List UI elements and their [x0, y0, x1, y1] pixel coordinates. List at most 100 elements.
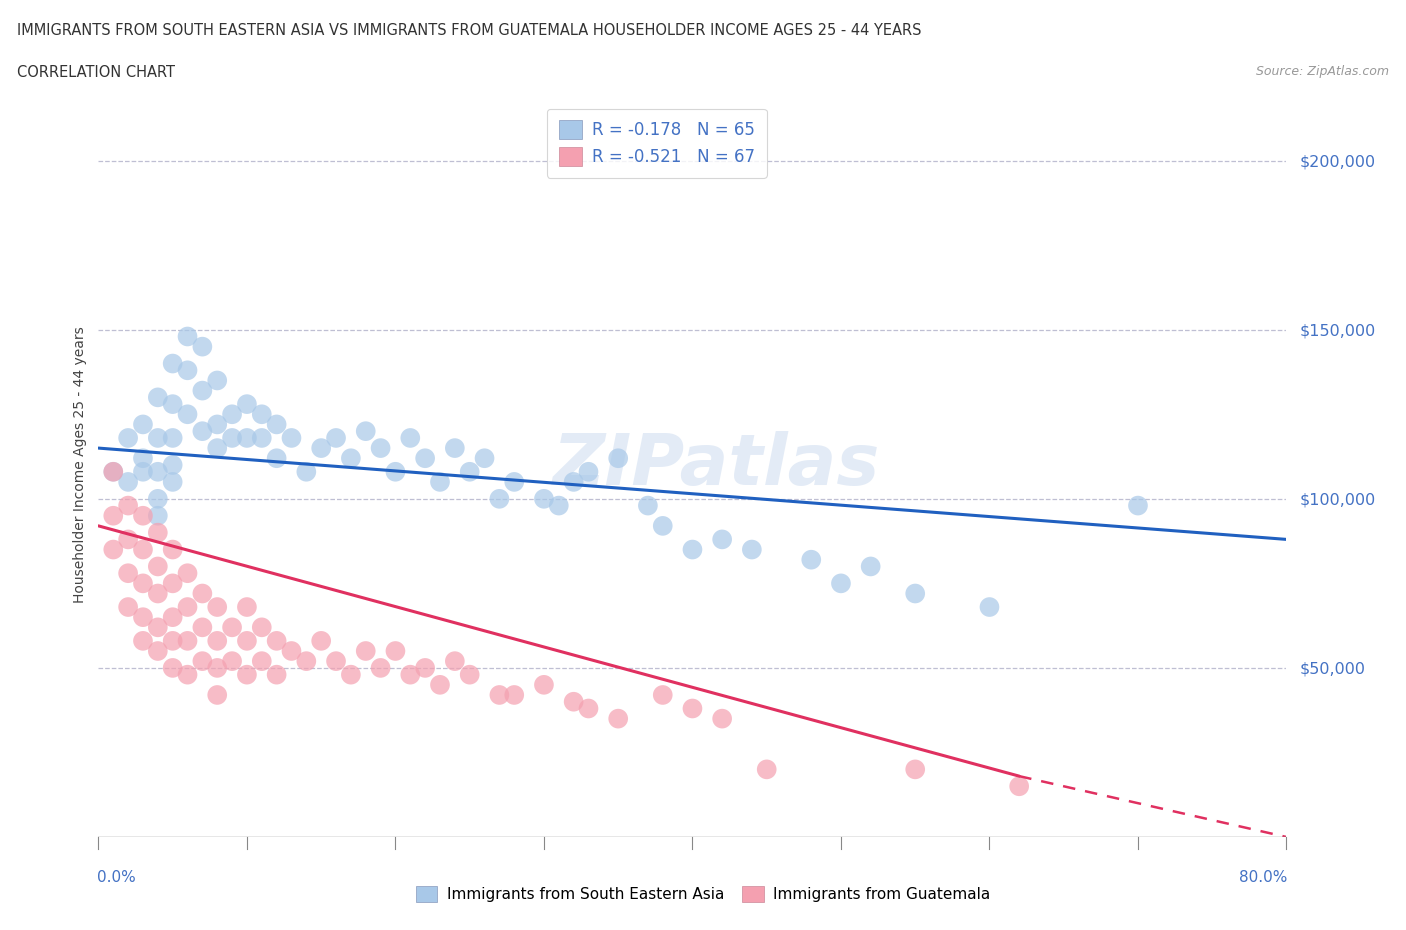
Point: [266, 451, 288, 466]
Point: [176, 329, 198, 344]
Point: [176, 633, 198, 648]
Point: [384, 464, 406, 479]
Point: [651, 518, 673, 533]
Point: [637, 498, 659, 513]
Point: [146, 431, 169, 445]
Point: [309, 633, 332, 648]
Point: [117, 565, 139, 580]
Point: [132, 633, 155, 648]
Text: 0.0%: 0.0%: [97, 870, 136, 885]
Point: [488, 687, 510, 702]
Point: [429, 677, 451, 692]
Point: [607, 451, 630, 466]
Point: [207, 373, 229, 388]
Point: [207, 633, 229, 648]
Point: [176, 406, 198, 421]
Point: [132, 464, 155, 479]
Point: [399, 667, 422, 682]
Point: [132, 509, 155, 524]
Point: [578, 464, 600, 479]
Point: [146, 586, 169, 601]
Point: [162, 474, 184, 489]
Point: [103, 464, 125, 479]
Point: [503, 474, 526, 489]
Point: [1126, 498, 1149, 513]
Point: [266, 417, 288, 432]
Point: [682, 542, 704, 557]
Point: [221, 620, 243, 635]
Point: [162, 576, 184, 591]
Point: [236, 667, 259, 682]
Point: [221, 406, 243, 421]
Point: [236, 633, 259, 648]
Point: [979, 600, 1001, 615]
Point: [162, 633, 184, 648]
Point: [413, 451, 436, 466]
Point: [132, 417, 155, 432]
Point: [191, 339, 214, 354]
Point: [266, 667, 288, 682]
Point: [503, 687, 526, 702]
Point: [309, 441, 332, 456]
Point: [146, 559, 169, 574]
Point: [162, 397, 184, 412]
Point: [176, 600, 198, 615]
Text: Source: ZipAtlas.com: Source: ZipAtlas.com: [1256, 65, 1389, 78]
Text: ZIPatlas: ZIPatlas: [553, 431, 880, 499]
Point: [207, 441, 229, 456]
Point: [146, 509, 169, 524]
Point: [191, 383, 214, 398]
Point: [207, 687, 229, 702]
Legend: R = -0.178   N = 65, R = -0.521   N = 67: R = -0.178 N = 65, R = -0.521 N = 67: [547, 109, 766, 178]
Point: [295, 464, 318, 479]
Point: [370, 660, 392, 675]
Point: [221, 654, 243, 669]
Text: CORRELATION CHART: CORRELATION CHART: [17, 65, 174, 80]
Point: [533, 491, 555, 506]
Point: [162, 610, 184, 625]
Point: [117, 498, 139, 513]
Point: [146, 525, 169, 540]
Point: [103, 464, 125, 479]
Point: [340, 667, 363, 682]
Point: [384, 644, 406, 658]
Point: [207, 417, 229, 432]
Point: [221, 431, 243, 445]
Point: [176, 565, 198, 580]
Point: [162, 458, 184, 472]
Point: [146, 390, 169, 405]
Y-axis label: Householder Income Ages 25 - 44 years: Householder Income Ages 25 - 44 years: [73, 326, 87, 604]
Point: [236, 600, 259, 615]
Point: [354, 424, 377, 439]
Point: [207, 660, 229, 675]
Text: IMMIGRANTS FROM SOUTH EASTERN ASIA VS IMMIGRANTS FROM GUATEMALA HOUSEHOLDER INCO: IMMIGRANTS FROM SOUTH EASTERN ASIA VS IM…: [17, 23, 921, 38]
Point: [146, 491, 169, 506]
Point: [904, 586, 927, 601]
Point: [413, 660, 436, 675]
Point: [236, 397, 259, 412]
Point: [325, 654, 347, 669]
Point: [207, 600, 229, 615]
Point: [859, 559, 882, 574]
Point: [132, 542, 155, 557]
Point: [1008, 778, 1031, 793]
Point: [132, 610, 155, 625]
Point: [578, 701, 600, 716]
Point: [250, 406, 273, 421]
Point: [458, 464, 481, 479]
Point: [370, 441, 392, 456]
Point: [250, 620, 273, 635]
Point: [191, 654, 214, 669]
Point: [117, 431, 139, 445]
Point: [117, 532, 139, 547]
Point: [340, 451, 363, 466]
Point: [682, 701, 704, 716]
Point: [711, 711, 734, 726]
Point: [295, 654, 318, 669]
Legend: Immigrants from South Eastern Asia, Immigrants from Guatemala: Immigrants from South Eastern Asia, Immi…: [411, 880, 995, 909]
Point: [250, 431, 273, 445]
Point: [904, 762, 927, 777]
Point: [280, 644, 302, 658]
Point: [488, 491, 510, 506]
Point: [755, 762, 778, 777]
